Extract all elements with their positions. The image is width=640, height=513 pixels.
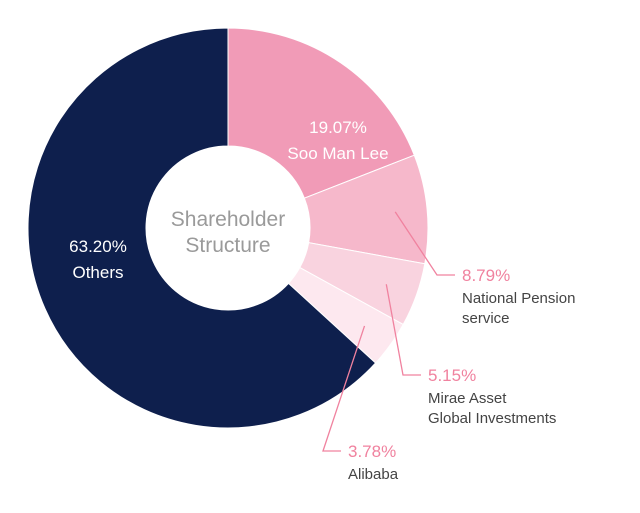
- slice-mirae-asset-global-investments-percent: 5.15%: [428, 366, 476, 385]
- slice-mirae-asset-global-investments-name: Global Investments: [428, 410, 556, 427]
- donut-hole: [146, 146, 310, 310]
- slice-alibaba-percent: 3.78%: [348, 442, 396, 461]
- leader-line-national-pension-service: [394, 211, 455, 276]
- slice-others-percent: 63.20%: [69, 237, 127, 256]
- slice-soo-man-lee-percent: 19.07%: [309, 118, 367, 137]
- leader-line-alibaba: [322, 325, 366, 452]
- center-label-line-1: Shareholder: [171, 208, 285, 231]
- slice-group: [27, 27, 429, 429]
- label-group: 19.07% Soo Man Lee 8.79% National Pension se…: [69, 118, 575, 483]
- slice-national-pension-service-percent: 8.79%: [462, 266, 510, 285]
- slice-alibaba-name: Alibaba: [348, 466, 399, 483]
- center-label-line-2: Structure: [185, 234, 270, 257]
- slice-soo-man-lee-name: Soo Man Lee: [287, 144, 388, 163]
- slice-mirae-asset-global-investments-name: Mirae Asset: [428, 390, 507, 407]
- slice-national-pension-service-name: service: [462, 310, 510, 327]
- slice-others-name: Others: [72, 263, 123, 282]
- leader-line-mirae-asset-global-investments: [385, 284, 421, 376]
- slice-national-pension-service-name: National Pension: [462, 290, 575, 307]
